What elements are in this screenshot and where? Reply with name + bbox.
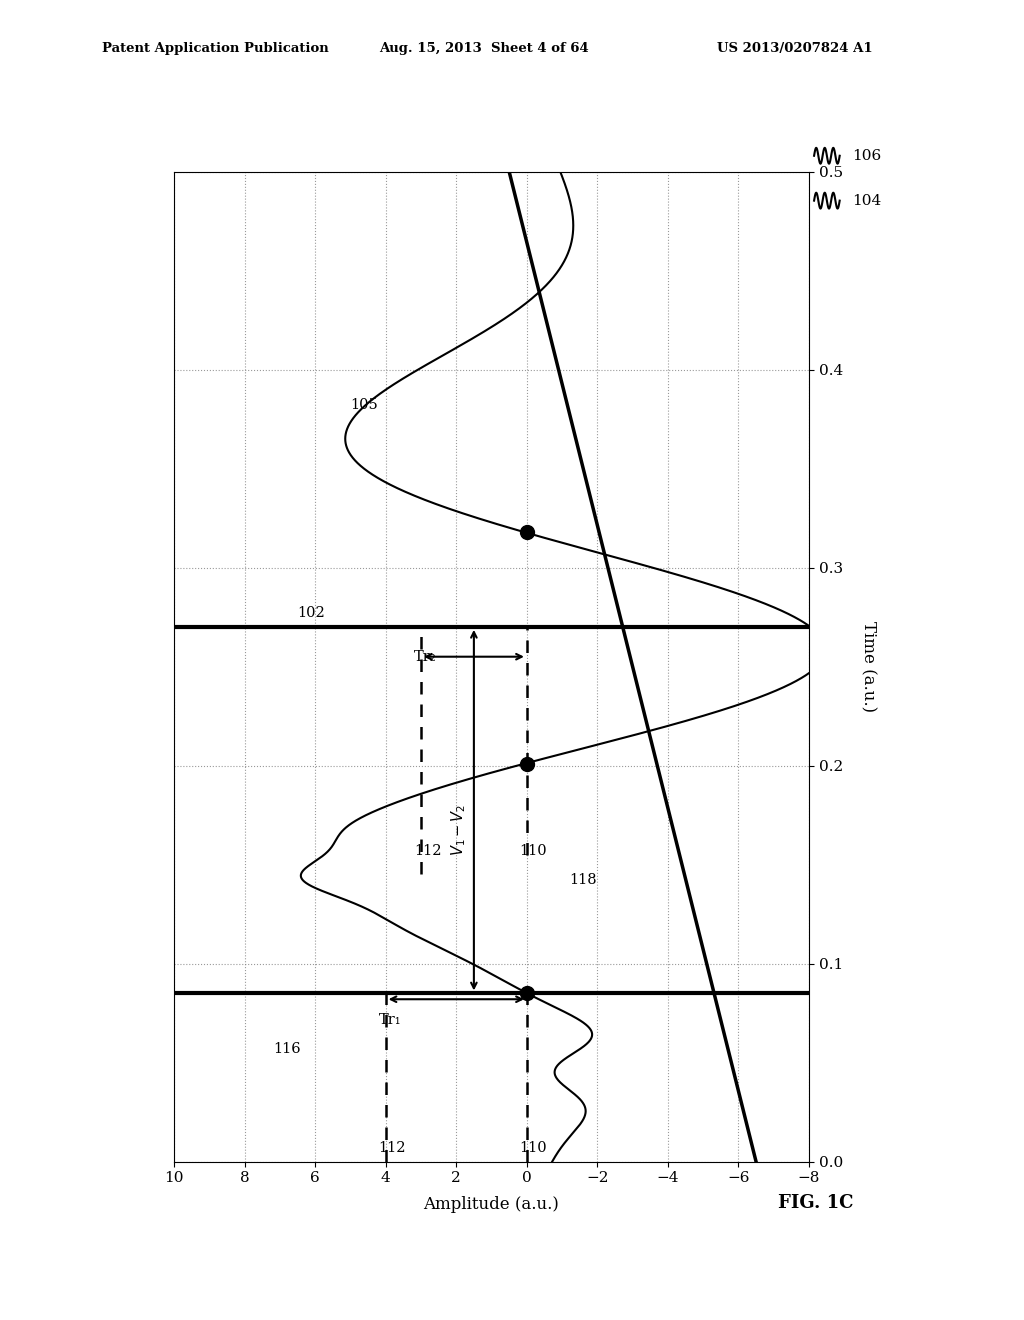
Text: Tr₁: Tr₁ — [379, 1014, 401, 1027]
Text: US 2013/0207824 A1: US 2013/0207824 A1 — [717, 42, 872, 55]
Text: Patent Application Publication: Patent Application Publication — [102, 42, 329, 55]
Text: Tr₂: Tr₂ — [414, 649, 436, 664]
Text: 110: 110 — [520, 1140, 548, 1155]
Text: 105: 105 — [350, 399, 378, 412]
Text: 118: 118 — [569, 874, 597, 887]
Text: 110: 110 — [520, 843, 548, 858]
X-axis label: Amplitude (a.u.): Amplitude (a.u.) — [424, 1196, 559, 1213]
Text: 106: 106 — [852, 149, 882, 162]
Text: 116: 116 — [272, 1041, 300, 1056]
Text: 104: 104 — [852, 194, 882, 207]
Text: 112: 112 — [414, 843, 441, 858]
Text: 102: 102 — [298, 606, 326, 620]
Text: $V_1 - V_2$: $V_1 - V_2$ — [450, 804, 468, 857]
Text: Aug. 15, 2013  Sheet 4 of 64: Aug. 15, 2013 Sheet 4 of 64 — [379, 42, 589, 55]
Text: 112: 112 — [379, 1140, 407, 1155]
Y-axis label: Time (a.u.): Time (a.u.) — [859, 620, 877, 713]
Text: FIG. 1C: FIG. 1C — [778, 1193, 854, 1212]
